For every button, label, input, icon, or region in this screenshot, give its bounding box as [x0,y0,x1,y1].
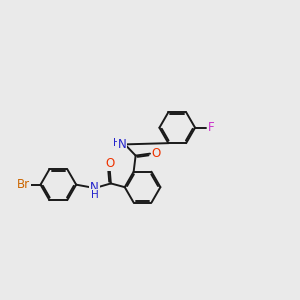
Text: H: H [113,138,120,148]
Text: N: N [90,181,99,194]
Text: N: N [118,138,126,151]
Text: Br: Br [17,178,31,191]
Text: O: O [105,157,114,169]
Text: O: O [152,147,161,160]
Text: F: F [208,121,215,134]
Text: H: H [91,190,98,200]
